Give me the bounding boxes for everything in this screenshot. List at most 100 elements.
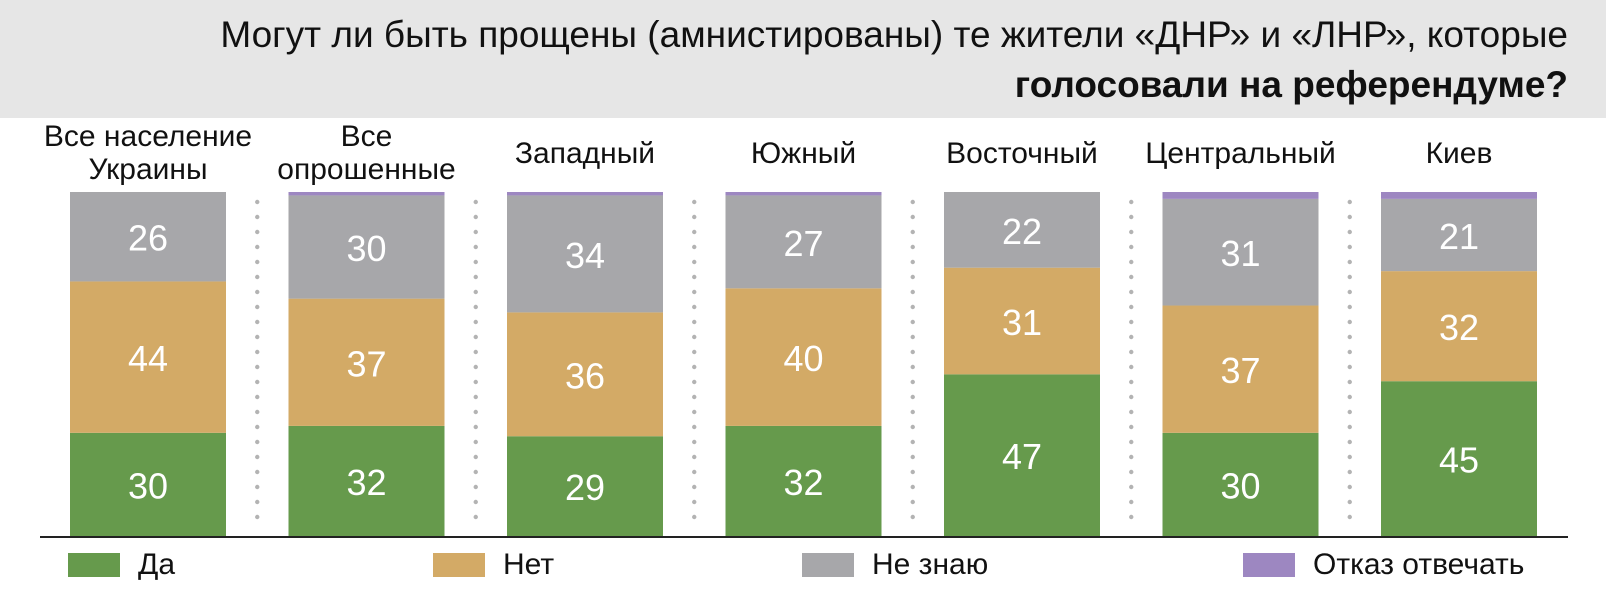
data-label: 27 (783, 223, 823, 264)
bar-segment-1-3 (70, 192, 226, 282)
legend-label-dont-know: Не знаю (872, 548, 989, 581)
data-label: 44 (128, 338, 168, 379)
separator-dot (1129, 484, 1134, 490)
separator-dot (1347, 484, 1352, 490)
separator-dot (1129, 349, 1134, 355)
chart-title-emphasis: голосовали на референдуме? (1014, 64, 1568, 105)
separator-dot (1347, 424, 1352, 430)
separator-dot (1129, 424, 1134, 430)
legend-swatch-no (433, 553, 485, 577)
bar-segment-6-3 (1162, 198, 1319, 306)
separator-dot (692, 319, 697, 325)
separator-dot (1129, 454, 1134, 460)
bar-segment-3-1 (507, 436, 663, 536)
separator-dots (692, 199, 697, 520)
separator-dot (473, 349, 478, 355)
separator-dot (1347, 379, 1352, 385)
legend-item-dont-know: Не знаю (802, 548, 988, 582)
category-label: Центральный (1145, 137, 1336, 170)
separator-dot (910, 244, 915, 250)
separator-dots (255, 199, 260, 520)
separator-dot (473, 514, 478, 520)
separator-dot (255, 334, 260, 340)
category-label: Все (341, 120, 393, 153)
separator-dot (910, 484, 915, 490)
separator-dot (473, 379, 478, 385)
separator-dot (1129, 334, 1134, 340)
separator-dot (692, 454, 697, 460)
separator-dot (692, 469, 697, 475)
legend-label-yes: Да (138, 548, 176, 581)
separator-dot (910, 289, 915, 295)
separator-dot (1347, 274, 1352, 280)
separator-dot (1347, 364, 1352, 370)
legend-item-refused: Отказ отвечать (1243, 548, 1524, 582)
separator-dot (1129, 319, 1134, 325)
bar-segment-7-4 (1381, 192, 1537, 199)
bar-segment-7-1 (1381, 381, 1537, 536)
category-label: Киев (1426, 137, 1493, 170)
separator-dots (473, 199, 478, 520)
separator-dot (1129, 499, 1134, 505)
separator-dot (692, 424, 697, 430)
separator-dot (1347, 439, 1352, 445)
separator-dot (1347, 214, 1352, 220)
separator-dot (473, 424, 478, 430)
separator-dot (692, 229, 697, 235)
separator-dot (473, 259, 478, 265)
separator-dot (692, 409, 697, 415)
separator-dot (473, 454, 478, 460)
separator-dot (1347, 244, 1352, 250)
data-label: 30 (128, 465, 168, 506)
separator-dot (910, 409, 915, 415)
separator-dot (473, 334, 478, 340)
separator-dot (473, 319, 478, 325)
separator-dot (473, 394, 478, 400)
separator-dot (692, 274, 697, 280)
separator-dot (1347, 514, 1352, 520)
separator-dot (255, 349, 260, 355)
separator-dot (255, 514, 260, 520)
separator-dot (910, 424, 915, 430)
separator-dot (255, 229, 260, 235)
separator-dot (910, 319, 915, 325)
data-label: 37 (1220, 350, 1260, 391)
separator-dot (1347, 319, 1352, 325)
separator-dot (910, 514, 915, 520)
legend-label-no: Нет (503, 548, 555, 581)
separator-dot (692, 484, 697, 490)
separator-dot (473, 199, 478, 205)
legend-swatch-refused (1243, 553, 1295, 577)
separator-dot (473, 499, 478, 505)
separator-dot (255, 259, 260, 265)
bar-segment-6-4 (1162, 192, 1319, 199)
separator-dot (910, 349, 915, 355)
separator-dot (255, 469, 260, 475)
separator-dot (910, 259, 915, 265)
bar-segment-4-1 (725, 425, 882, 536)
data-label: 34 (565, 235, 605, 276)
separator-dot (255, 424, 260, 430)
data-label: 26 (128, 218, 168, 259)
separator-dot (692, 214, 697, 220)
separator-dot (255, 304, 260, 310)
separator-dot (1129, 379, 1134, 385)
separator-dot (1347, 199, 1352, 205)
separator-dot (473, 439, 478, 445)
bar-segment-4-2 (725, 288, 882, 426)
separator-dot (473, 409, 478, 415)
data-label: 32 (783, 462, 823, 503)
separator-dot (1347, 349, 1352, 355)
separator-dot (473, 364, 478, 370)
separator-dot (692, 289, 697, 295)
separator-dot (1129, 244, 1134, 250)
separator-dot (473, 214, 478, 220)
separator-dot (255, 244, 260, 250)
bar-segment-5-2 (944, 267, 1100, 375)
chart-title: Могут ли быть прощены (амнистированы) те… (220, 14, 1568, 55)
separator-dot (1129, 514, 1134, 520)
separator-dot (1129, 469, 1134, 475)
separator-dot (255, 319, 260, 325)
separator-dot (255, 454, 260, 460)
